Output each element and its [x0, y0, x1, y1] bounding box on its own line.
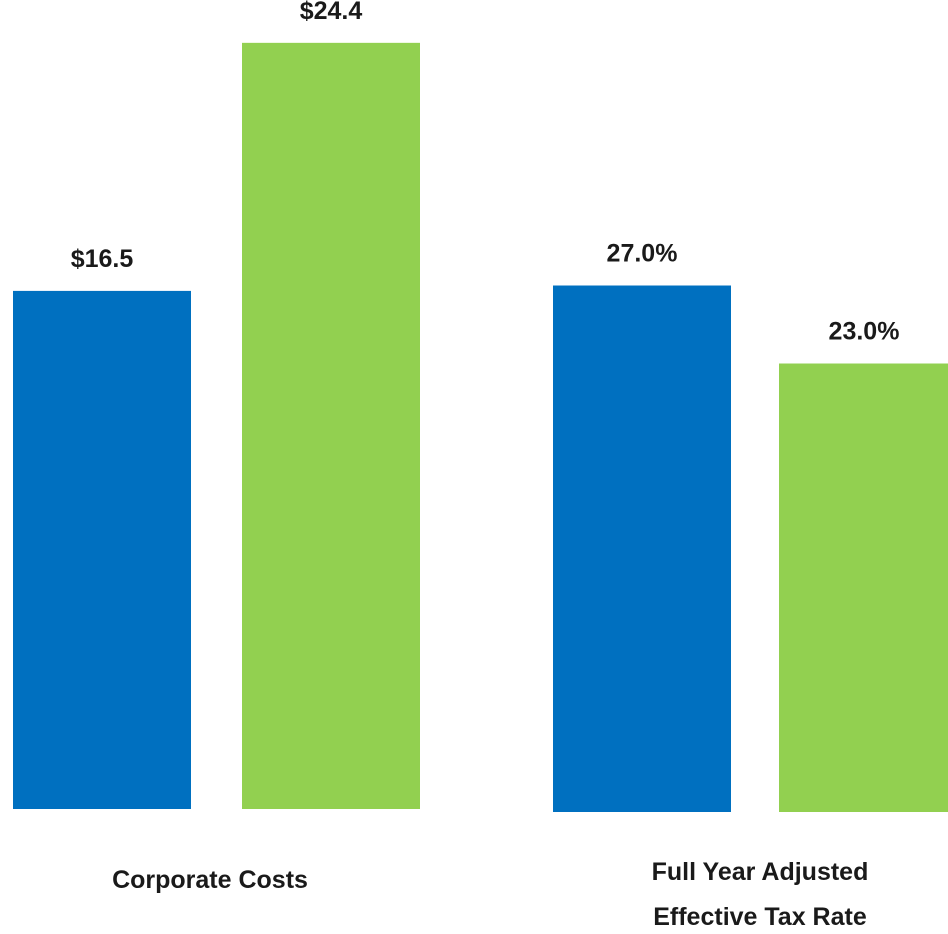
value-label: $24.4 — [300, 0, 363, 25]
bar — [242, 42, 420, 809]
category-label: Full Year Adjusted Effective Tax Rate — [651, 858, 869, 931]
bar — [553, 285, 731, 812]
category-label: Corporate Costs — [112, 866, 308, 894]
value-label: 27.0% — [607, 240, 678, 268]
value-label: $16.5 — [71, 245, 134, 273]
bar — [13, 290, 191, 809]
bar — [779, 363, 948, 812]
value-label: 23.0% — [829, 318, 900, 346]
